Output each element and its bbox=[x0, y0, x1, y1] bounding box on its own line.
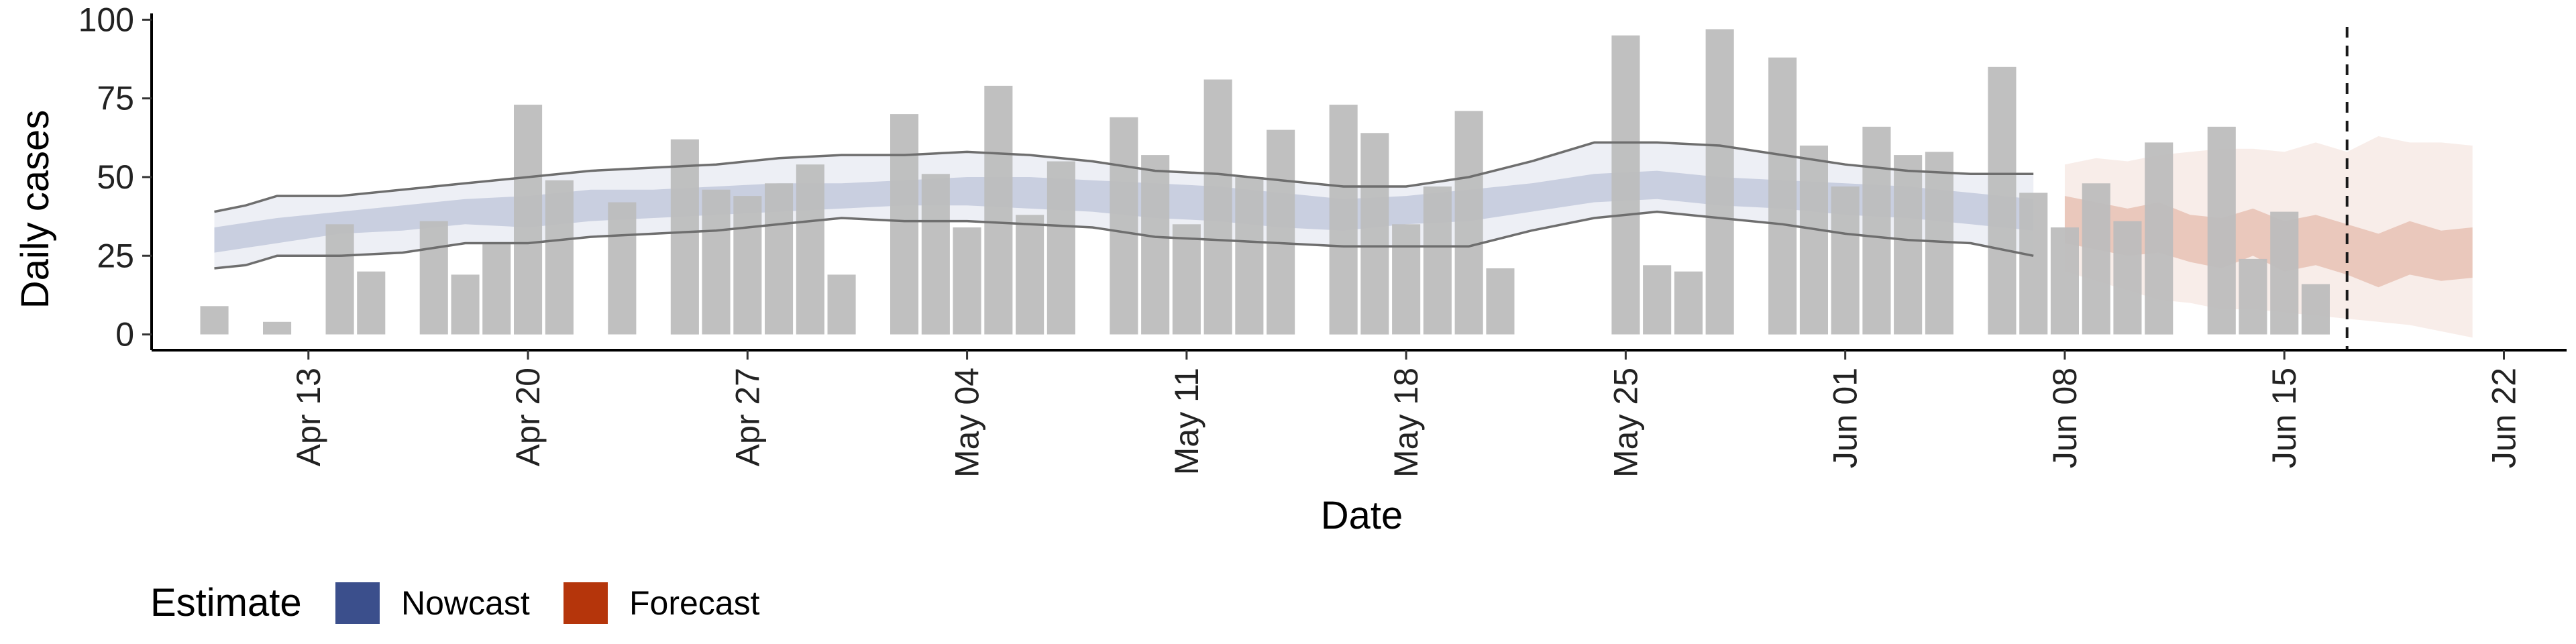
case-bar bbox=[451, 274, 480, 335]
case-bar bbox=[1611, 35, 1640, 335]
x-tick-label: Jun 08 bbox=[2046, 368, 2084, 468]
case-bar bbox=[1392, 224, 1421, 335]
x-tick-label: Jun 15 bbox=[2265, 368, 2303, 468]
case-bar bbox=[2301, 284, 2330, 335]
axes: 0 25 50 75 100 Apr 13 Apr 20 Apr 27 May 04 May 11… bbox=[78, 1, 2567, 478]
y-tick-label: 100 bbox=[78, 1, 134, 38]
case-bar bbox=[1988, 66, 2017, 335]
x-tick-label: May 11 bbox=[1168, 368, 1205, 475]
x-tick-label: May 25 bbox=[1607, 368, 1644, 478]
x-tick-label: Jun 22 bbox=[2485, 368, 2522, 468]
x-tick-label: Jun 01 bbox=[1827, 368, 1864, 468]
legend-title: Estimate bbox=[150, 581, 302, 625]
x-axis-title: Date bbox=[1321, 494, 1403, 537]
case-bar bbox=[1486, 268, 1515, 335]
case-bar bbox=[1046, 161, 1075, 335]
case-bar bbox=[1799, 146, 1828, 335]
legend-label-nowcast: Nowcast bbox=[401, 584, 530, 622]
legend: Estimate Nowcast Forecast bbox=[150, 581, 760, 625]
legend-swatch-forecast bbox=[564, 582, 608, 624]
x-tick-label: May 04 bbox=[949, 368, 986, 478]
y-tick-label: 50 bbox=[97, 158, 134, 196]
case-bar bbox=[200, 306, 229, 335]
case-bar bbox=[1894, 155, 1923, 335]
case-bar bbox=[482, 243, 511, 335]
case-bar bbox=[1674, 271, 1703, 335]
case-bar bbox=[357, 271, 386, 335]
case-bar bbox=[2082, 183, 2110, 335]
nowcast-upper-line bbox=[214, 141, 2034, 213]
y-tick-label: 25 bbox=[97, 237, 134, 274]
case-bar bbox=[1110, 117, 1138, 335]
legend-swatch-nowcast bbox=[335, 582, 380, 624]
nowcast-lower-line bbox=[214, 210, 2034, 270]
case-bar bbox=[1267, 129, 1295, 335]
case-bar bbox=[2270, 211, 2299, 335]
case-bar bbox=[1172, 224, 1201, 335]
case-bar bbox=[2113, 221, 2142, 335]
x-tick-label: Apr 13 bbox=[290, 368, 327, 466]
case-bar bbox=[1360, 133, 1389, 335]
case-bar bbox=[2207, 126, 2236, 335]
case-bar bbox=[702, 189, 731, 335]
legend-label-forecast: Forecast bbox=[629, 584, 760, 622]
case-bar bbox=[796, 164, 824, 335]
case-bar bbox=[1423, 186, 1452, 335]
x-tick-label: May 18 bbox=[1387, 368, 1425, 478]
case-bar bbox=[1329, 105, 1358, 335]
case-bar bbox=[1768, 57, 1797, 335]
case-bar bbox=[733, 196, 762, 335]
case-bar bbox=[1454, 111, 1483, 335]
case-bar bbox=[419, 221, 448, 335]
x-tick-label: Apr 20 bbox=[509, 368, 547, 466]
case-bar bbox=[765, 183, 794, 335]
line-layer bbox=[214, 141, 2034, 270]
case-bar bbox=[1141, 155, 1170, 335]
case-bar bbox=[1643, 265, 1672, 335]
case-bar bbox=[545, 180, 574, 335]
case-bar bbox=[325, 224, 354, 335]
case-bar bbox=[827, 274, 856, 335]
case-bar bbox=[2050, 227, 2079, 335]
case-bar bbox=[2145, 142, 2174, 335]
case-bar bbox=[1235, 177, 1264, 335]
case-bar bbox=[921, 174, 950, 335]
bar-layer bbox=[200, 29, 2330, 335]
x-tick-label: Apr 27 bbox=[729, 368, 766, 466]
case-bar bbox=[1016, 215, 1044, 335]
case-bar bbox=[608, 202, 637, 335]
case-bar bbox=[1705, 29, 1734, 335]
case-bar bbox=[953, 227, 981, 335]
case-bar bbox=[984, 85, 1013, 335]
case-bar bbox=[670, 139, 699, 335]
case-bar bbox=[2239, 258, 2267, 335]
case-bar bbox=[890, 114, 919, 335]
case-bar bbox=[514, 105, 543, 335]
case-bar bbox=[263, 321, 292, 335]
case-bar bbox=[1831, 186, 1860, 335]
case-bar bbox=[1862, 126, 1891, 335]
case-bar bbox=[2019, 193, 2048, 335]
y-axis-title: Daily cases bbox=[13, 110, 57, 309]
y-tick-label: 75 bbox=[97, 80, 134, 117]
case-bar bbox=[1203, 79, 1232, 335]
y-tick-label: 0 bbox=[115, 316, 134, 354]
